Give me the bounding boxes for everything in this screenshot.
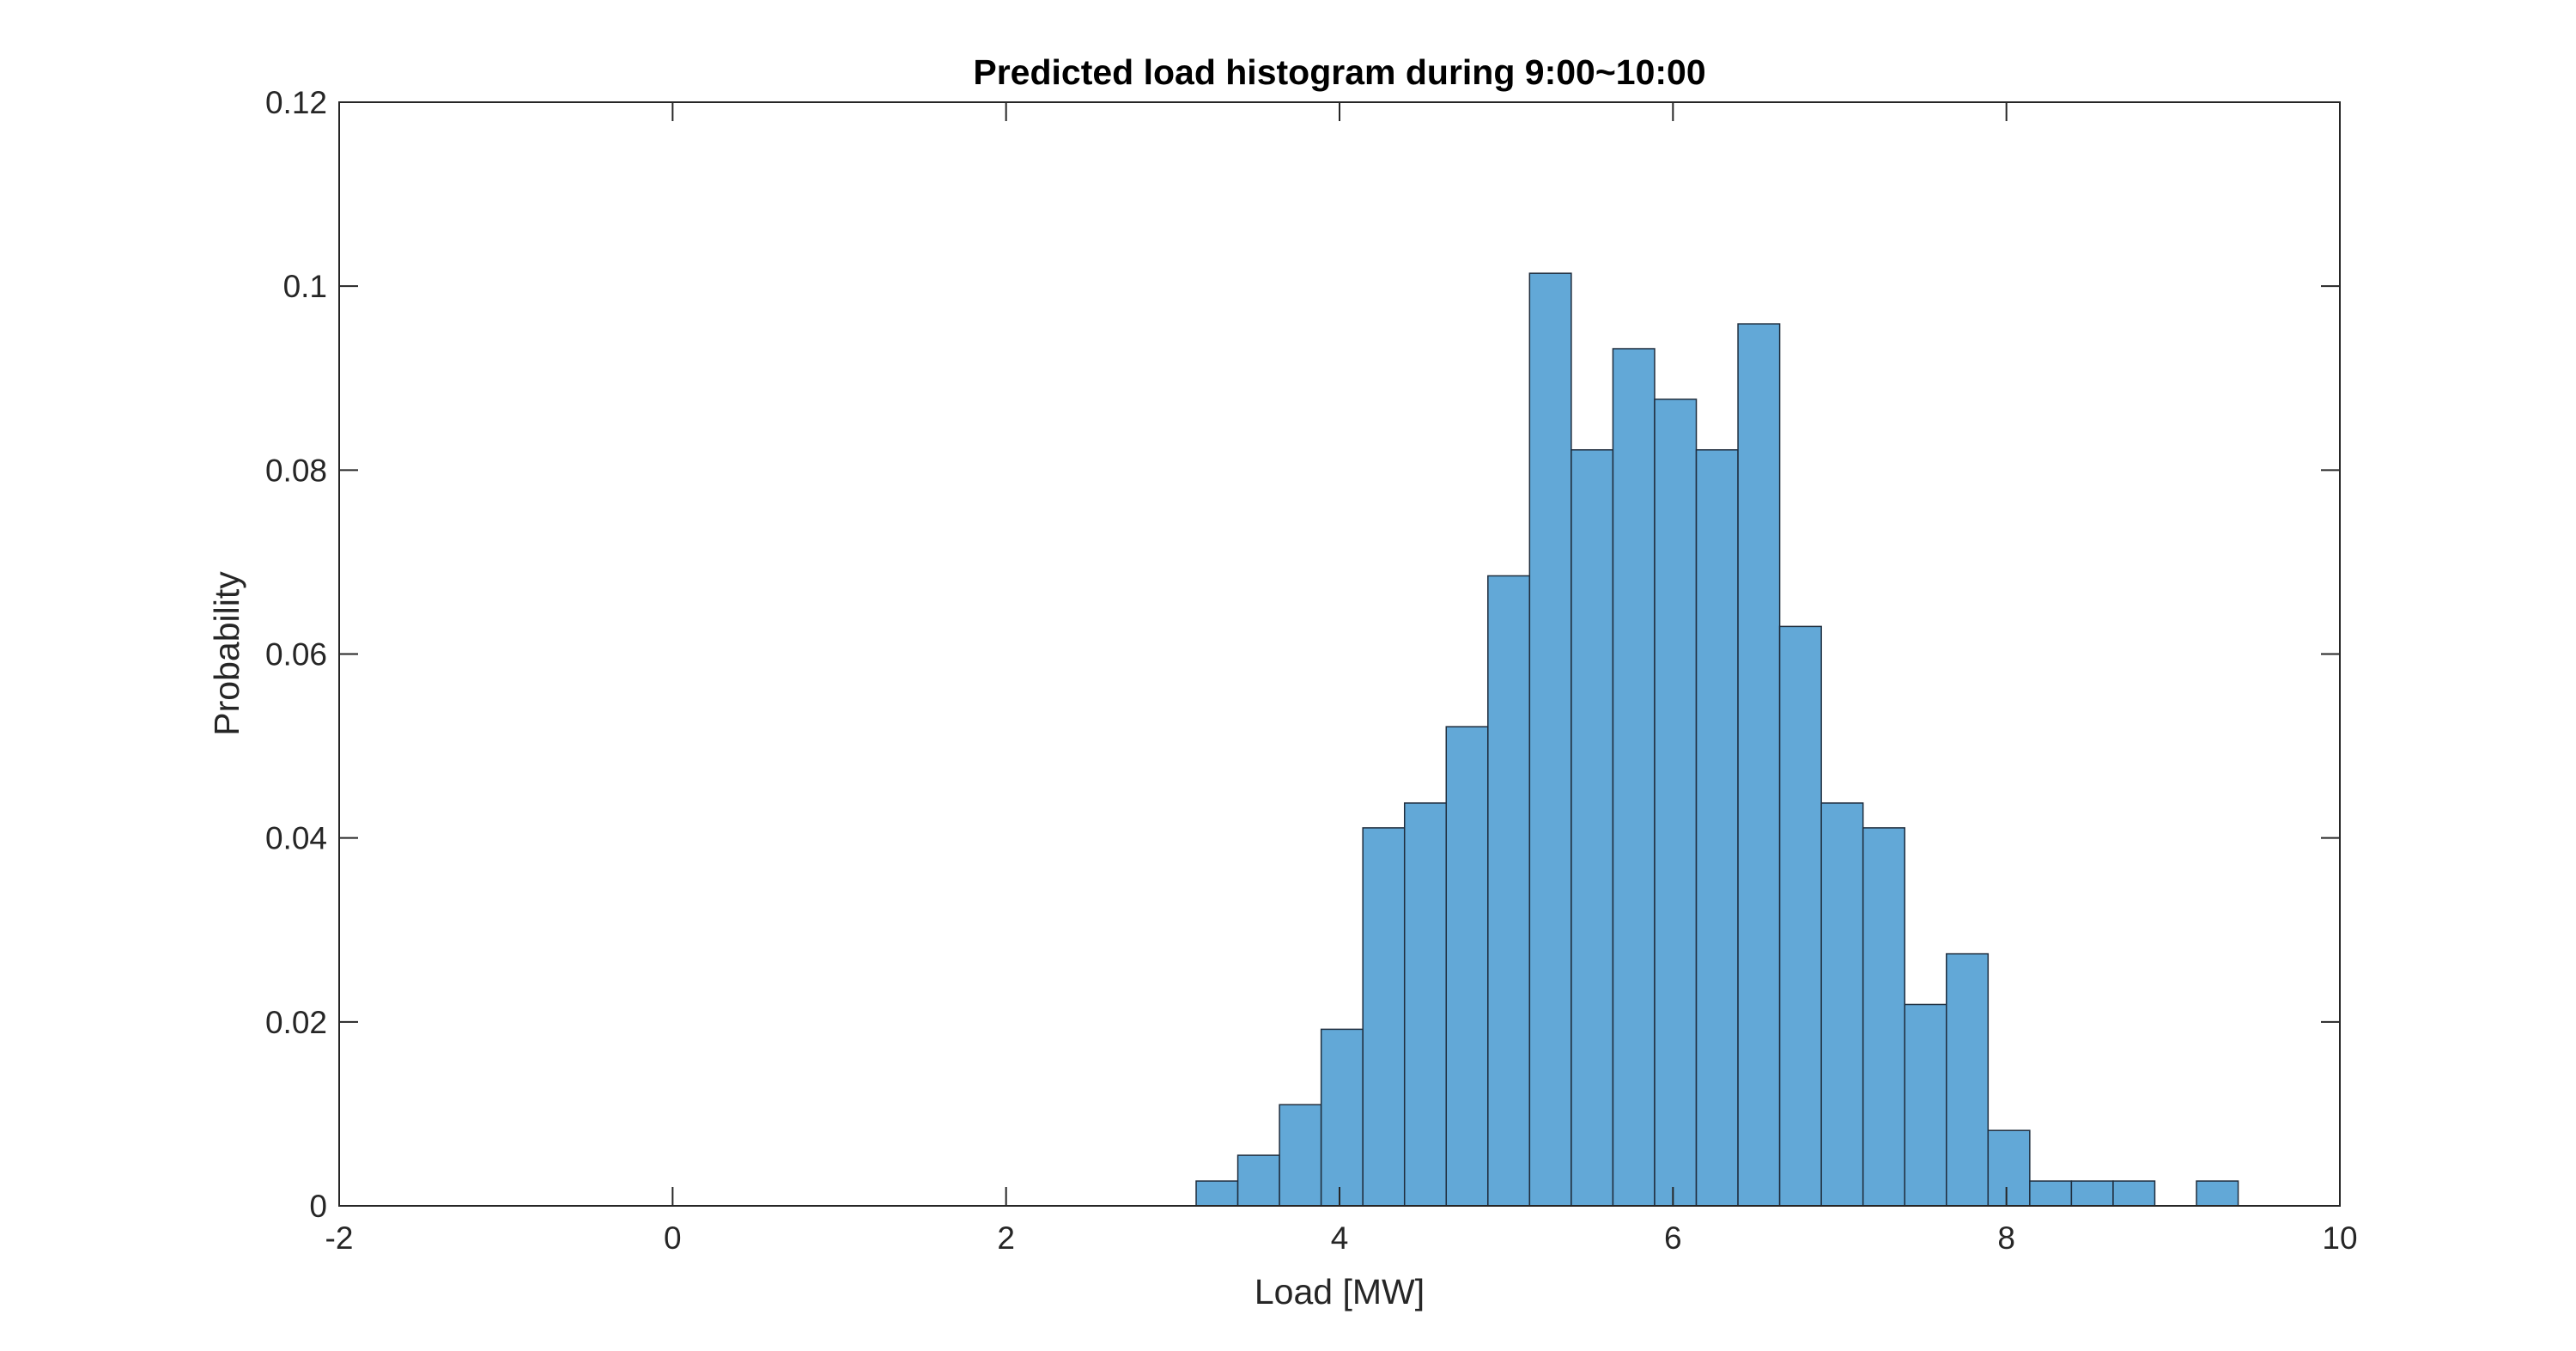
histogram-bar xyxy=(1780,626,1822,1206)
histogram-bar xyxy=(2113,1181,2155,1206)
x-axis-label: Load [MW] xyxy=(1255,1272,1425,1311)
histogram-bar xyxy=(1863,828,1905,1206)
x-tick-label: -2 xyxy=(325,1220,354,1256)
histogram-bar xyxy=(1321,1029,1364,1206)
histogram-bar xyxy=(1947,954,1989,1206)
x-tick-label: 6 xyxy=(1664,1220,1682,1256)
x-tick-label: 8 xyxy=(1997,1220,2015,1256)
histogram-bar xyxy=(1363,828,1405,1206)
y-tick-label: 0.12 xyxy=(265,85,327,120)
y-tick-label: 0.08 xyxy=(265,453,327,488)
chart-title: Predicted load histogram during 9:00~10:… xyxy=(973,52,1705,92)
histogram-bar xyxy=(1488,575,1530,1206)
histogram-bar xyxy=(1196,1181,1238,1206)
histogram-bar xyxy=(1821,803,1863,1206)
histogram-bar xyxy=(1571,450,1613,1206)
histogram-bar xyxy=(1738,324,1780,1206)
x-tick-label: 2 xyxy=(997,1220,1015,1256)
histogram-bar xyxy=(1405,803,1447,1206)
histogram-bar xyxy=(2071,1181,2113,1206)
y-tick-label: 0 xyxy=(309,1189,327,1224)
histogram-bar xyxy=(2030,1181,2072,1206)
histogram-bar xyxy=(1279,1105,1321,1206)
y-axis-label: Probability xyxy=(207,571,246,736)
x-tick-label: 0 xyxy=(664,1220,682,1256)
histogram-bar xyxy=(1655,399,1697,1206)
y-tick-label: 0.02 xyxy=(265,1005,327,1040)
histogram-bar xyxy=(1529,273,1571,1206)
histogram-bar xyxy=(1446,727,1488,1206)
histogram-bar xyxy=(1613,349,1655,1206)
histogram-bar xyxy=(2196,1181,2239,1206)
y-tick-label: 0.04 xyxy=(265,821,327,856)
x-tick-label: 10 xyxy=(2322,1220,2357,1256)
histogram-bar xyxy=(1905,1004,1947,1206)
y-tick-label: 0.06 xyxy=(265,637,327,672)
histogram-bar xyxy=(1988,1130,2030,1206)
histogram-bar xyxy=(1238,1155,1280,1206)
x-tick-label: 4 xyxy=(1331,1220,1349,1256)
y-tick-label: 0.1 xyxy=(283,269,327,304)
histogram-bar xyxy=(1697,450,1739,1206)
